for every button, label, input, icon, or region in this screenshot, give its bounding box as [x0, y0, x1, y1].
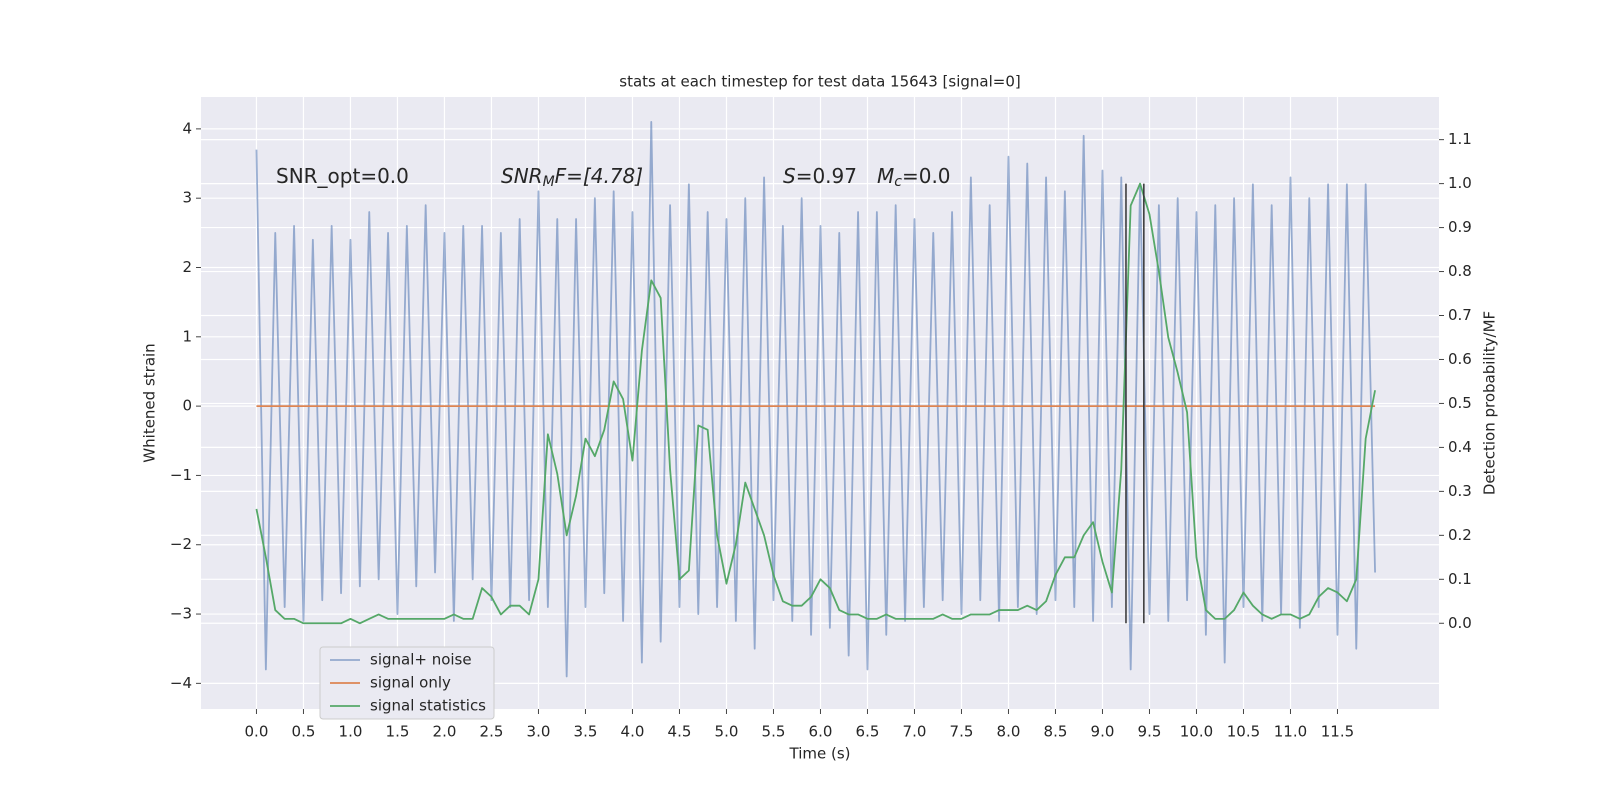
x-tick-label: 11.5 — [1321, 723, 1354, 741]
x-tick-label: 0.5 — [292, 723, 316, 741]
y-axis-label: Whitened strain — [141, 343, 159, 462]
x-tick-label: 1.0 — [339, 723, 363, 741]
x-tick-label: 0.0 — [245, 723, 269, 741]
chart-title: stats at each timestep for test data 156… — [619, 73, 1020, 91]
annotation-part: F=[4.78] — [555, 164, 643, 188]
annotation-part: c — [894, 174, 902, 190]
y-tick-label: 1 — [182, 327, 192, 345]
series-line — [255, 121, 1376, 678]
y2-tick-label: 0.5 — [1448, 394, 1472, 412]
y-tick-label: −4 — [170, 674, 192, 692]
x-tick-label: 6.0 — [809, 723, 833, 741]
series-line — [255, 182, 1376, 625]
x-tick-label: 1.5 — [386, 723, 410, 741]
y2-tick-label: 0.2 — [1448, 526, 1472, 544]
legend-label: signal statistics — [370, 697, 486, 715]
x-tick-label: 2.5 — [480, 723, 504, 741]
y2-tick-label: 0.1 — [1448, 570, 1472, 588]
x-axis-label: Time (s) — [789, 745, 851, 763]
x-tick-label: 8.0 — [997, 723, 1021, 741]
y2-tick-label: 0.0 — [1448, 614, 1472, 632]
x-tick-label: 2.0 — [433, 723, 457, 741]
x-tick-label: 3.0 — [527, 723, 551, 741]
annotation-part: M — [543, 174, 555, 190]
y-tick-label: −1 — [170, 466, 192, 484]
y2-tick-label: 0.6 — [1448, 350, 1472, 368]
y2-tick-label: 0.4 — [1448, 438, 1472, 456]
annotation-part: =0.97 — [796, 164, 857, 188]
y-tick-label: −2 — [170, 535, 192, 553]
annotation: Mc=0.0 — [877, 164, 951, 191]
y2-tick-label: 0.3 — [1448, 482, 1472, 500]
y2-tick-label: 1.1 — [1448, 130, 1472, 148]
y-tick-label: −3 — [170, 605, 192, 623]
y2-tick-label: 1.0 — [1448, 174, 1472, 192]
x-tick-label: 7.0 — [903, 723, 927, 741]
x-tick-label: 5.0 — [715, 723, 739, 741]
y2-tick-label: 0.8 — [1448, 262, 1472, 280]
x-tick-label: 8.5 — [1044, 723, 1068, 741]
annotation: SNR_opt=0.0 — [276, 164, 409, 188]
x-tick-label: 9.5 — [1138, 723, 1162, 741]
y2-axis-label: Detection probability/MF — [1481, 311, 1499, 495]
y-tick-label: 3 — [182, 189, 192, 207]
x-tick-label: 4.5 — [668, 723, 692, 741]
x-tick-label: 3.5 — [574, 723, 598, 741]
annotation-part: =0.0 — [902, 164, 951, 188]
x-tick-label: 9.0 — [1091, 723, 1115, 741]
annotation-part: S — [783, 164, 796, 188]
y2-tick-label: 0.7 — [1448, 306, 1472, 324]
x-tick-label: 10.0 — [1180, 723, 1213, 741]
x-tick-label: 4.0 — [621, 723, 645, 741]
legend-label: signal only — [370, 674, 451, 692]
x-tick-label: 6.5 — [856, 723, 880, 741]
legend-label: signal+ noise — [370, 651, 472, 669]
annotation-part: M — [877, 164, 894, 188]
annotation-part: SNR_opt=0.0 — [276, 164, 409, 188]
x-tick-label: 10.5 — [1227, 723, 1260, 741]
legend: signal+ noise signal only signal statistic… — [319, 646, 495, 720]
y-tick-label: 2 — [182, 258, 192, 276]
annotation-part: SNR — [501, 164, 543, 188]
annotation: S=0.97 — [783, 164, 857, 188]
annotation: SNRMF=[4.78] — [501, 164, 643, 191]
y-tick-label: 0 — [182, 397, 192, 415]
x-tick-label: 7.5 — [950, 723, 974, 741]
y2-tick-label: 0.9 — [1448, 218, 1472, 236]
y-tick-label: 4 — [182, 119, 192, 137]
x-tick-label: 5.5 — [762, 723, 786, 741]
legend-box — [319, 646, 495, 720]
x-tick-label: 11.0 — [1274, 723, 1307, 741]
